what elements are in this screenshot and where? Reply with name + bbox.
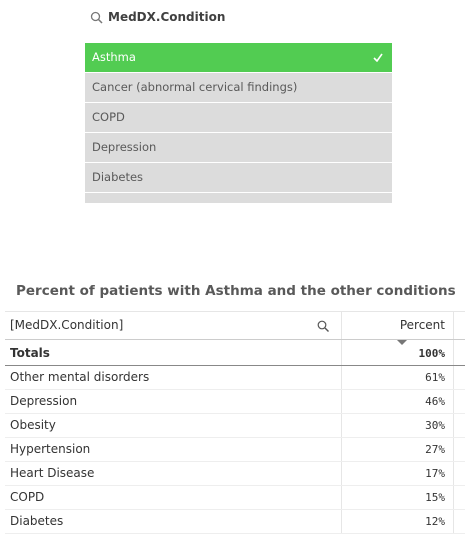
item-label: Asthma — [92, 50, 136, 64]
cell: Depression — [10, 394, 78, 408]
cell: 17% — [341, 462, 453, 485]
filter-item[interactable]: Diabetes — [85, 163, 392, 192]
filter-title: MedDX.Condition — [108, 10, 226, 24]
cell-edge — [453, 414, 454, 437]
table-title: Percent of patients with Asthma and the … — [16, 283, 456, 299]
cell-edge — [453, 486, 454, 509]
data-row: Other mental disorders 61% — [5, 366, 465, 390]
table: [MedDX.Condition] Percent Totals 100% Other … — [5, 311, 465, 534]
cell: 100% — [341, 340, 453, 365]
cell: Obesity — [10, 418, 56, 432]
cell-edge — [453, 340, 454, 365]
item-label: COPD — [92, 110, 125, 124]
cell-edge — [453, 390, 454, 413]
filter-item[interactable]: Depression — [85, 133, 392, 162]
header-row: [MedDX.Condition] Percent — [5, 311, 465, 340]
data-row: Heart Disease 17% — [5, 462, 465, 486]
filter-list: Asthma Cancer (abnormal cervical findings… — [85, 43, 392, 203]
data-row: Obesity 30% — [5, 414, 465, 438]
cell: 30% — [341, 414, 453, 437]
cell: Totals — [10, 346, 50, 360]
cell: Hypertension — [10, 442, 91, 456]
filter-item-partial — [85, 193, 392, 203]
cell: COPD — [10, 490, 45, 504]
data-row: COPD 15% — [5, 486, 465, 510]
cell: Heart Disease — [10, 466, 95, 480]
cell[interactable]: [MedDX.Condition] — [10, 318, 124, 332]
cell: 61% — [341, 366, 453, 389]
cell-edge — [453, 366, 454, 389]
item-label: Depression — [92, 140, 157, 154]
data-row: Diabetes 12% — [5, 510, 465, 534]
cell: Other mental disorders — [10, 370, 150, 384]
cell-edge — [453, 462, 454, 485]
cell: 27% — [341, 438, 453, 461]
item-label: Diabetes — [92, 170, 144, 184]
filter-item[interactable]: COPD — [85, 103, 392, 132]
totals-row: Totals 100% — [5, 340, 465, 366]
filter-item[interactable]: Asthma — [85, 43, 392, 72]
cell-edge — [453, 312, 454, 339]
check-icon — [373, 53, 383, 62]
cell-edge — [453, 510, 454, 533]
item-label: Cancer (abnormal cervical findings) — [92, 80, 298, 94]
cell: 46% — [341, 390, 453, 413]
filter-item[interactable]: Cancer (abnormal cervical findings) — [85, 73, 392, 102]
cell[interactable]: Percent — [341, 312, 453, 339]
data-row: Depression 46% — [5, 390, 465, 414]
sort-indicator — [397, 340, 407, 345]
cell-edge — [453, 438, 454, 461]
cell: 15% — [341, 486, 453, 509]
search-icon[interactable] — [90, 11, 104, 25]
data-row: Hypertension 27% — [5, 438, 465, 462]
cell: 12% — [341, 510, 453, 533]
cell: Diabetes — [10, 514, 64, 528]
search-icon[interactable] — [317, 320, 330, 333]
